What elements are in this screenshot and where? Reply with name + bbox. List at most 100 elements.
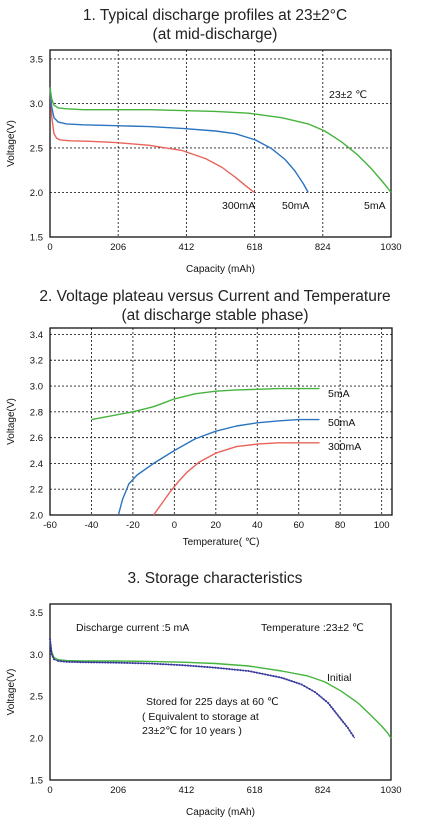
series-dot-marker [52,658,56,661]
series-dot-marker [79,661,82,664]
series-dot-marker [87,661,90,664]
series-line-50ma [117,418,320,516]
series-line-300ma [49,87,255,194]
series-dot-marker [48,638,52,641]
series-dot-marker [233,668,236,671]
series-dot-marker [247,669,250,673]
series-dot-marker [211,666,214,669]
series-dot-marker [76,661,79,664]
series-dot-marker [68,660,71,663]
x-tick-label: 824 [315,242,331,253]
chart3-title-line1: 3. Storage characteristics [127,570,303,587]
series-dot-marker [346,726,350,730]
y-tick-label: 2.4 [30,459,43,470]
series-dot-marker [303,684,306,688]
series-dot-marker [318,694,321,697]
series-dot-marker [50,653,53,656]
series-dot-marker [290,680,293,683]
series-dot-marker [50,650,53,653]
chart3-title: 3. Storage characteristics [0,569,430,588]
series-dot-marker [343,722,346,725]
series-dot-marker [51,655,54,658]
series-dot-marker [341,720,345,723]
series-dot-marker [148,662,151,665]
series-label: 300mA [328,441,361,453]
voltage-plateau-chart: -60 -40 -20 0 20 40 60 80 100 2.0 2.2 2.4 2.6 2.8 3.0 3… [6,327,393,548]
series-dot-marker [338,716,341,719]
series-dot-marker [258,672,261,675]
series-label: 5mA [364,200,386,212]
series-dot-marker [285,678,288,681]
series-dot-marker [90,661,93,664]
series-dot-marker [178,663,181,667]
series-dot-marker [173,663,176,666]
x-tick-label: 60 [293,520,304,531]
series-dot-marker [134,662,137,665]
series-label: 300mA [222,200,255,212]
series-dot-marker [324,700,327,703]
y-tick-label: 3.0 [30,650,43,661]
chart2-title-line1: 2. Voltage plateau versus Current and Te… [39,288,391,305]
series-dot-marker [206,666,209,669]
series-dot-marker [101,661,104,664]
series-dot-marker [112,661,115,664]
x-axis-label: Capacity (mAh) [186,807,255,818]
series-dot-marker [120,661,123,664]
series-dot-marker [59,660,63,663]
series-dot-marker [65,660,68,663]
series-dot-marker [330,706,333,709]
series-dot-marker [313,690,316,694]
series-dot-marker [181,664,184,667]
plot-frame [49,327,393,516]
y-tick-label: 3.2 [30,356,43,367]
x-tick-label: 100 [374,520,390,531]
series-dot-marker [159,663,162,666]
series-dot-marker [175,663,178,666]
series-dot-marker [311,689,314,692]
series-dot-marker [275,675,278,678]
series-dot-marker [128,661,132,665]
series-dot-marker [288,679,291,682]
series-dot-marker [123,661,126,664]
series-dot-marker [93,661,96,664]
y-axis-label: Voltage(V) [6,669,17,716]
y-axis-label: Voltage(V) [6,398,17,445]
chart-annotation: Discharge current :5 mA [76,622,189,634]
series-dot-marker [84,661,87,664]
y-tick-label: 3.5 [30,608,43,619]
series-dot-marker [49,644,52,647]
x-axis-label: Capacity (mAh) [186,264,255,275]
series-dot-marker [104,661,107,664]
y-tick-label: 2.6 [30,433,43,444]
x-tick-label: 618 [247,242,263,253]
chart1-title: 1. Typical discharge profiles at 23±2°C … [0,6,430,44]
series-dot-marker [327,701,330,704]
plot-frame [49,49,392,238]
x-tick-label: 206 [110,785,126,796]
series-line-5ma [91,387,320,421]
series-dot-marker [156,662,159,665]
series-dot-marker [225,667,228,670]
series-dot-marker [283,677,286,680]
series-dot-marker [266,673,270,677]
series-dot-marker [197,665,201,668]
y-axis-label: Voltage(V) [6,120,17,167]
series-dot-marker [305,686,308,689]
series-dot-marker [335,712,338,715]
series-dot-marker [192,664,195,668]
y-tick-label: 2.0 [30,188,43,199]
series-dot-marker [203,665,206,668]
series-dot-marker [308,687,311,691]
series-dot-marker [126,661,129,664]
y-tick-label: 2.5 [30,692,43,703]
x-axis-label: Temperature( ℃) [183,537,260,548]
series-dot-marker [170,663,173,666]
series-dot-marker [131,662,134,665]
x-tick-label: 1030 [380,785,401,796]
series-dot-marker [340,718,343,721]
chart-annotation: ( Equivalent to storage at [142,711,259,723]
y-tick-label: 2.5 [30,143,43,154]
series-dot-marker [57,659,60,663]
series-label: 50mA [282,200,309,212]
series-dot-marker [142,662,145,665]
